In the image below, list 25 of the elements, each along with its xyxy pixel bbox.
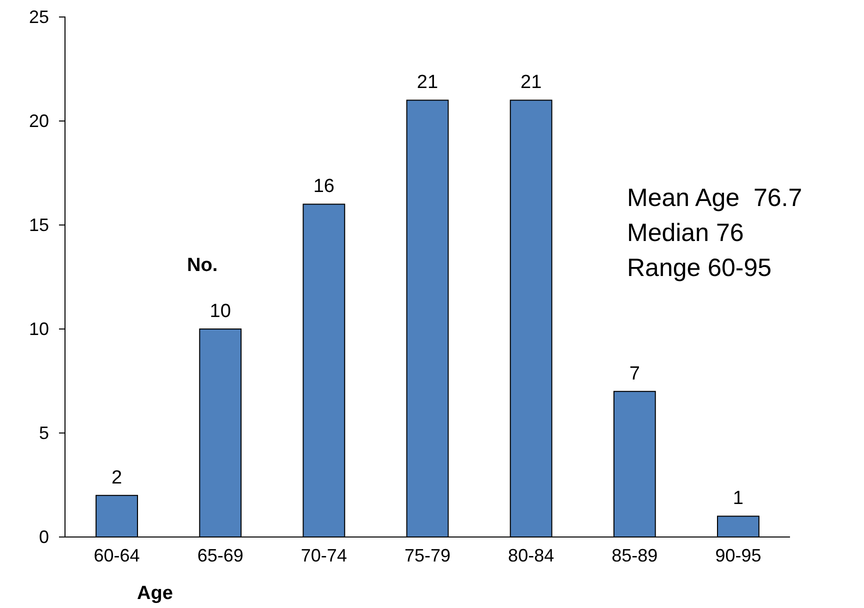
y-tick-label: 15 <box>28 214 49 235</box>
annotation: Range 60-95 <box>627 254 772 282</box>
y-tick-label: 25 <box>28 6 49 27</box>
data-label: 16 <box>313 176 334 198</box>
y-axis-title: No. <box>187 254 218 276</box>
y-tick-label: 20 <box>28 110 49 131</box>
x-tick-label: 60-64 <box>94 546 140 566</box>
data-label: 7 <box>629 363 640 384</box>
x-tick-label: 75-79 <box>404 546 451 566</box>
annotation: Median 76 <box>627 219 744 247</box>
y-tick-label: 0 <box>38 526 49 547</box>
x-tick-label: 70-74 <box>300 546 347 566</box>
data-label: 2 <box>111 467 122 488</box>
data-label: 21 <box>416 72 438 94</box>
annotation: Mean Age 76.7 <box>627 184 802 212</box>
data-label: 21 <box>520 72 542 94</box>
y-tick-label: 10 <box>28 318 49 339</box>
x-tick-label: 65-69 <box>197 546 244 566</box>
x-tick-label: 80-84 <box>508 546 554 566</box>
data-label: 1 <box>732 488 744 510</box>
y-tick-label: 5 <box>38 422 49 443</box>
x-axis-title: Age <box>137 583 173 604</box>
x-tick-label: 90-95 <box>715 546 762 566</box>
x-tick-label: 85-89 <box>612 546 658 566</box>
data-label: 10 <box>210 301 231 322</box>
